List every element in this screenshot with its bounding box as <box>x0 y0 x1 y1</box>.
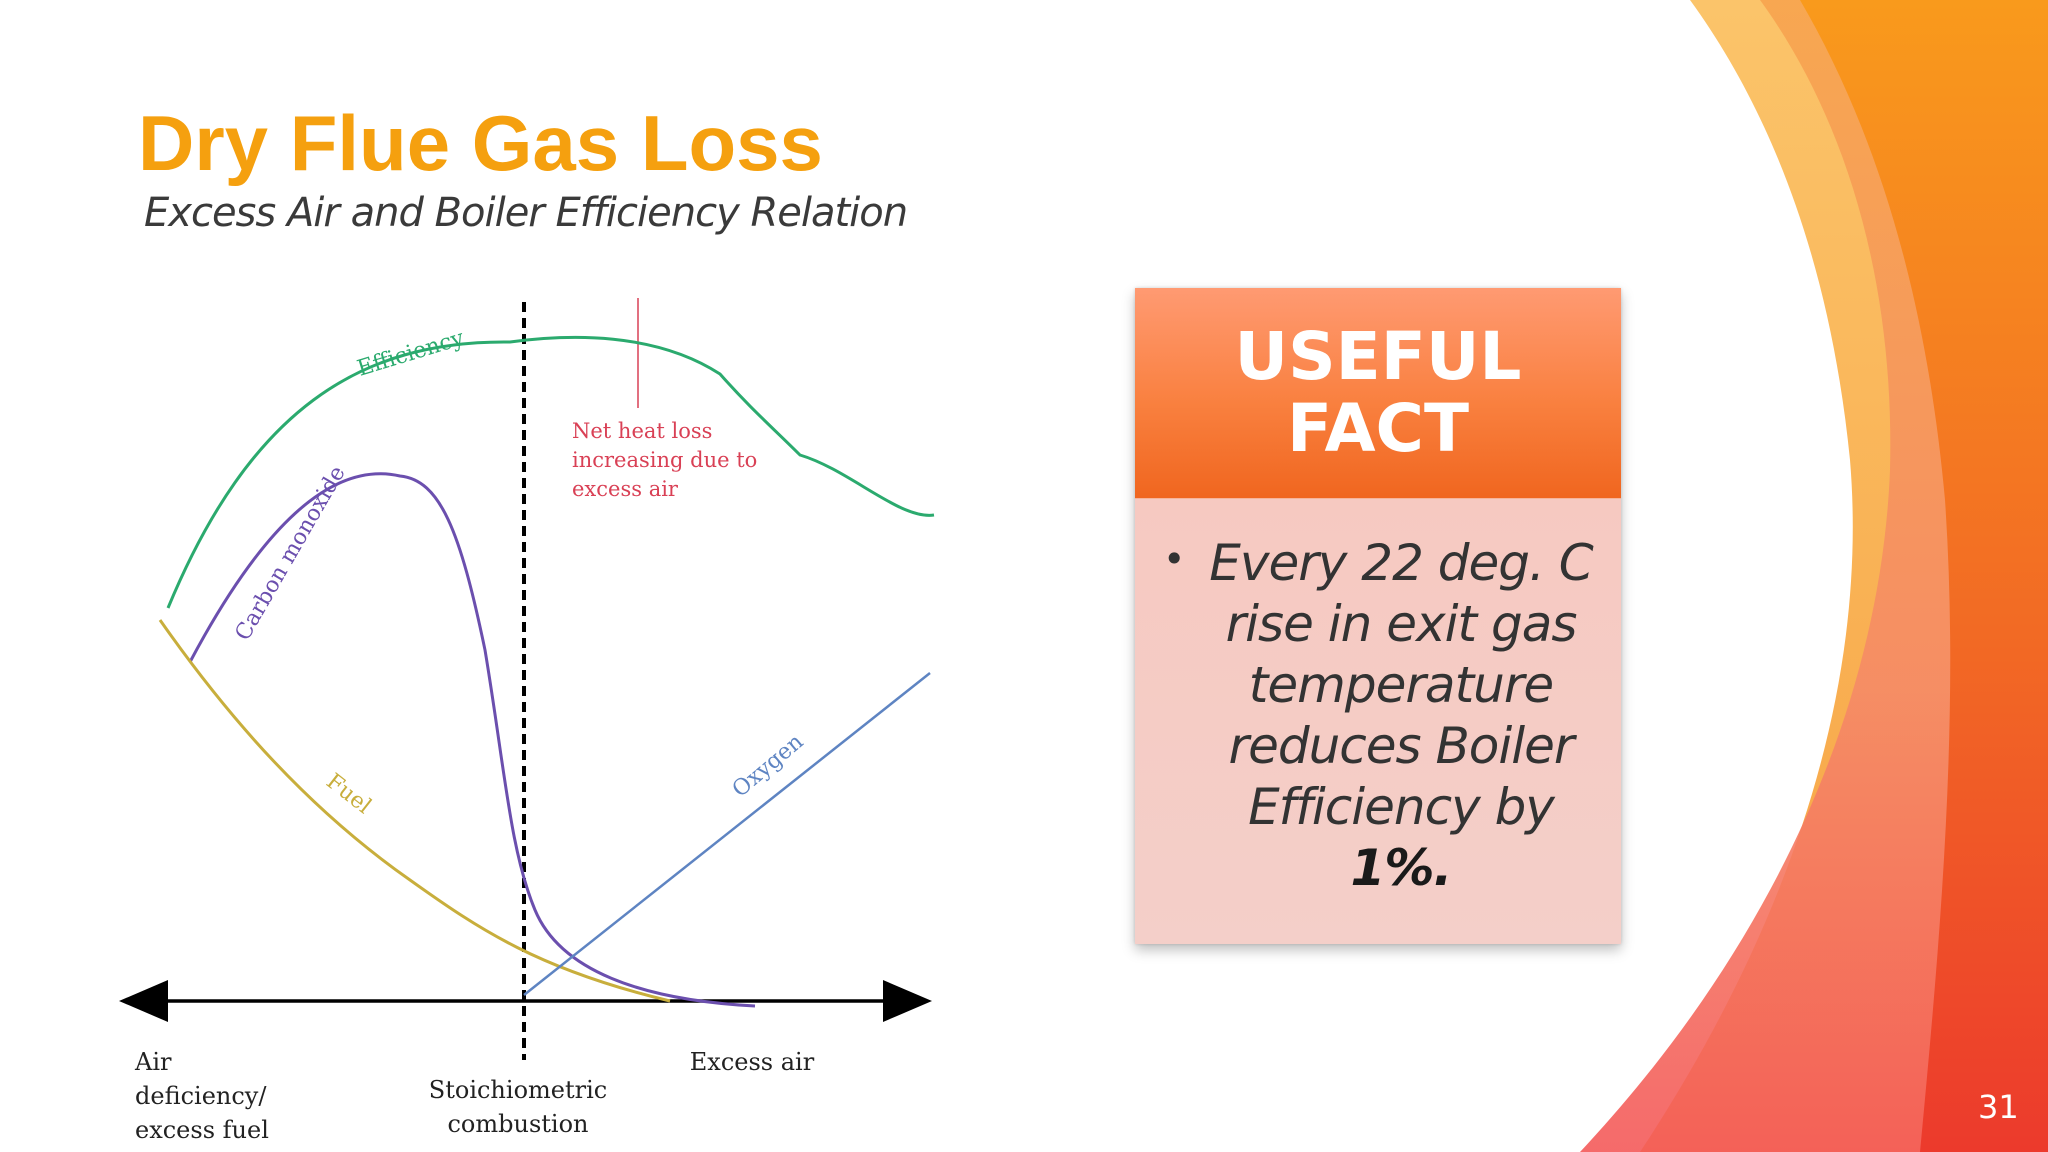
axis-label-left-1: Air <box>134 1048 172 1076</box>
annotation-line-3: excess air <box>572 477 679 501</box>
fact-header-text: USEFUL FACT <box>1234 318 1522 467</box>
oxygen-line <box>523 672 931 996</box>
useful-fact-box: USEFUL FACT • Every 22 deg. C rise in ex… <box>1135 288 1621 944</box>
slide-title: Dry Flue Gas Loss <box>138 99 823 187</box>
fact-header: USEFUL FACT <box>1135 288 1621 499</box>
carbon-monoxide-label: Carbon monoxide <box>231 462 351 645</box>
fact-body: • Every 22 deg. C rise in exit gas tempe… <box>1135 499 1621 944</box>
fact-text-bold: 1%. <box>1350 839 1453 897</box>
fuel-label: Fuel <box>321 769 375 819</box>
fact-text-main: Every 22 deg. C rise in exit gas tempera… <box>1209 534 1593 836</box>
carbon-monoxide-curve <box>188 472 756 1008</box>
fuel-curve <box>158 619 671 1003</box>
slide-subtitle: Excess Air and Boiler Efficiency Relatio… <box>144 190 908 236</box>
axis-label-center-2: combustion <box>447 1110 588 1138</box>
efficiency-label: Efficiency <box>354 325 467 381</box>
annotation-line-2: increasing due to <box>572 448 757 472</box>
axis-label-left-2: deficiency/ <box>135 1082 267 1110</box>
efficiency-curve <box>166 335 935 609</box>
combustion-diagram: Efficiency Carbon monoxide Fuel Oxygen N… <box>119 298 935 1144</box>
axis-label-center-1: Stoichiometric <box>429 1076 607 1104</box>
annotation-line-1: Net heat loss <box>572 419 712 443</box>
bullet-icon: • <box>1163 537 1186 581</box>
axis-label-left-3: excess fuel <box>135 1116 269 1144</box>
page-number: 31 <box>1978 1088 2019 1126</box>
fact-text: Every 22 deg. C rise in exit gas tempera… <box>1201 533 1601 899</box>
axis-label-right: Excess air <box>690 1048 815 1076</box>
oxygen-label: Oxygen <box>728 729 809 802</box>
